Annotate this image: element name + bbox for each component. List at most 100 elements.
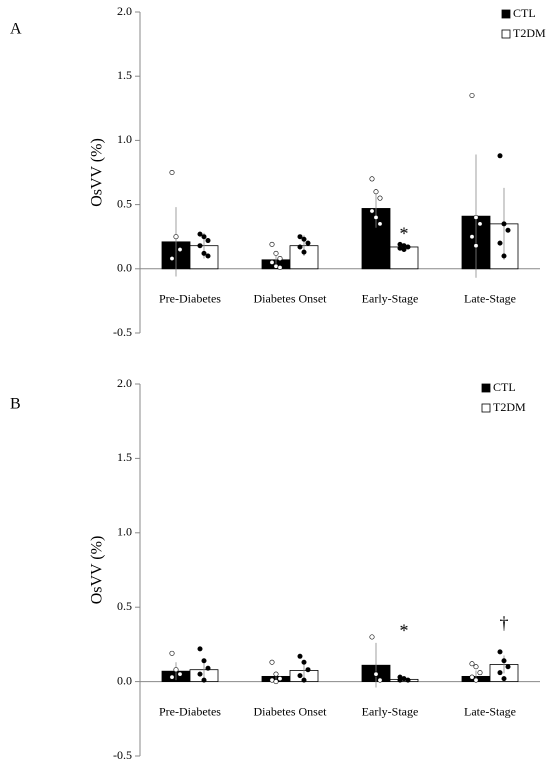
data-point (373, 671, 379, 677)
data-point (305, 240, 311, 246)
data-point (369, 208, 375, 214)
data-point (197, 243, 203, 249)
data-point (405, 677, 411, 683)
data-point (273, 250, 279, 256)
y-tick-label: 0.0 (117, 673, 132, 687)
data-point (397, 677, 403, 683)
data-point (505, 664, 511, 670)
data-point (273, 671, 279, 677)
legend-swatch (501, 29, 511, 39)
data-point (277, 256, 283, 262)
data-point (377, 221, 383, 227)
data-point (469, 674, 475, 680)
panel-label: A (10, 21, 22, 38)
data-point (477, 221, 483, 227)
legend-label: T2DM (513, 26, 546, 40)
y-tick-label: 1.5 (117, 68, 132, 82)
data-point (177, 671, 183, 677)
data-point (297, 673, 303, 679)
data-point (297, 234, 303, 240)
data-point (169, 170, 175, 176)
data-point (273, 679, 279, 685)
data-point (473, 664, 479, 670)
x-tick-label: Late-Stage (464, 704, 516, 718)
data-point (301, 659, 307, 665)
data-point (369, 634, 375, 640)
data-point (169, 674, 175, 680)
data-point (197, 231, 203, 237)
data-point (301, 677, 307, 683)
y-tick-label: 1.0 (117, 132, 132, 146)
y-tick-label: 0.0 (117, 261, 132, 275)
data-point (177, 247, 183, 253)
data-point (301, 236, 307, 242)
data-point (377, 195, 383, 201)
y-tick-label: 2.0 (117, 4, 132, 18)
data-point (473, 214, 479, 220)
data-point (201, 234, 207, 240)
y-axis-label: OsVV (%) (89, 536, 106, 605)
data-point (401, 247, 407, 253)
data-point (197, 671, 203, 677)
y-axis-label: OsVV (%) (89, 138, 106, 207)
data-point (205, 253, 211, 259)
data-point (269, 241, 275, 247)
data-point (201, 658, 207, 664)
data-point (405, 244, 411, 250)
legend-label: CTL (493, 380, 516, 394)
data-point (205, 238, 211, 244)
annotation: † (500, 613, 509, 633)
data-point (501, 253, 507, 259)
legend-swatch (481, 383, 491, 393)
data-point (377, 677, 383, 683)
y-tick-label: 1.0 (117, 525, 132, 539)
data-point (373, 189, 379, 195)
x-tick-label: Diabetes Onset (254, 292, 328, 306)
x-tick-label: Early-Stage (362, 704, 419, 718)
data-point (501, 221, 507, 227)
panel-label: B (10, 396, 21, 413)
data-point (497, 670, 503, 676)
data-point (201, 250, 207, 256)
data-point (269, 659, 275, 665)
data-point (297, 653, 303, 659)
data-point (269, 259, 275, 265)
data-point (469, 661, 475, 667)
x-tick-label: Late-Stage (464, 292, 516, 306)
data-point (373, 214, 379, 220)
data-point (197, 646, 203, 652)
data-point (497, 153, 503, 159)
data-point (205, 665, 211, 671)
data-point (173, 234, 179, 240)
x-tick-label: Early-Stage (362, 292, 419, 306)
data-point (301, 249, 307, 255)
x-tick-label: Pre-Diabetes (159, 292, 221, 306)
data-point (369, 176, 375, 182)
y-tick-label: 1.5 (117, 450, 132, 464)
data-point (201, 677, 207, 683)
data-point (501, 658, 507, 664)
data-point (497, 649, 503, 655)
y-tick-label: 0.5 (117, 196, 132, 210)
data-point (297, 244, 303, 250)
legend-label: CTL (513, 6, 536, 20)
data-point (277, 676, 283, 682)
x-tick-label: Diabetes Onset (254, 704, 328, 718)
legend-label: T2DM (493, 400, 526, 414)
data-point (501, 676, 507, 682)
y-tick-label: 2.0 (117, 376, 132, 390)
data-point (173, 667, 179, 673)
data-point (469, 234, 475, 240)
data-point (305, 667, 311, 673)
legend-swatch (501, 9, 511, 19)
data-point (473, 243, 479, 249)
y-tick-label: 0.5 (117, 599, 132, 613)
data-point (277, 265, 283, 271)
y-tick-label: -0.5 (113, 325, 132, 339)
data-point (169, 650, 175, 656)
legend-swatch (481, 403, 491, 413)
data-point (169, 256, 175, 262)
annotation: * (400, 224, 409, 244)
data-point (477, 670, 483, 676)
